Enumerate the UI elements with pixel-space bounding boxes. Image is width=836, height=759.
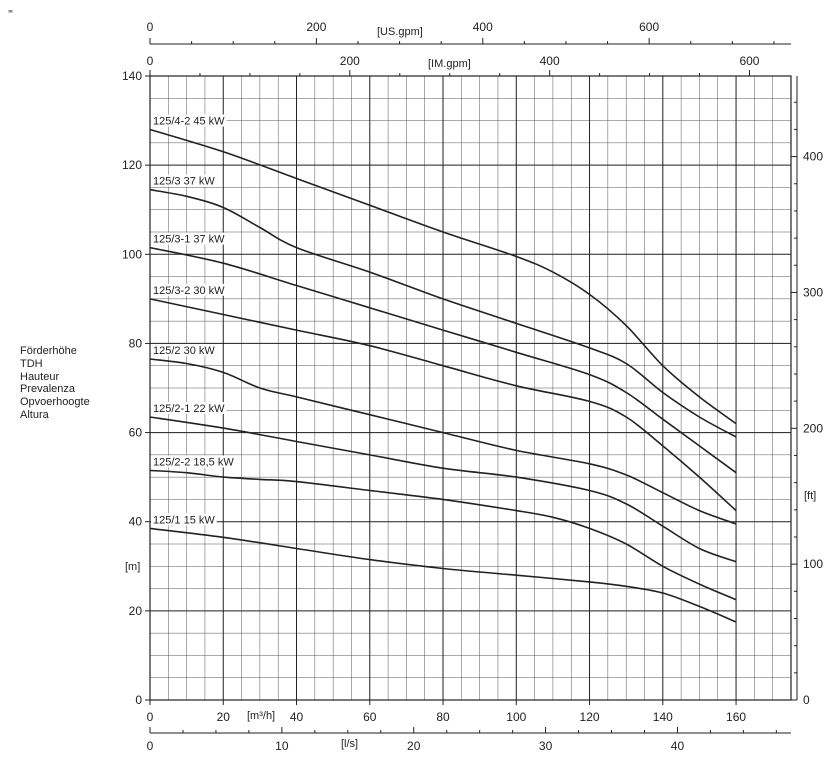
- tick-label-m: 140: [122, 69, 142, 83]
- tick-label-m: 60: [129, 426, 143, 440]
- tick-label-im-gpm: 400: [540, 54, 560, 68]
- tick-label-im-gpm: 600: [739, 54, 759, 68]
- pump-curves: 125/4-2 45 kW 125/3 37 kW 125/3-1 37 kW 125…: [149, 114, 737, 623]
- curve-label: 125/2-2 18,5 kW: [153, 456, 234, 468]
- head-label-fr: Hauteur: [20, 370, 60, 383]
- curve-label: 125/3 37 kW: [153, 176, 215, 188]
- tick-label-im-gpm: 200: [340, 54, 360, 68]
- tick-label-ft: 0: [803, 693, 810, 707]
- tick-label-m3h: 60: [363, 710, 377, 724]
- pump-curve: [149, 416, 737, 563]
- pump-curve: [149, 128, 737, 425]
- curve-label-bg: [151, 283, 227, 296]
- tick-label-ls: 0: [147, 739, 154, 753]
- grid-minor: [149, 75, 792, 701]
- unit-ft: [ft]: [804, 490, 816, 502]
- unit-us-gpm: [US.gpm]: [377, 26, 423, 38]
- tick-label-m3h: 160: [726, 710, 746, 724]
- tick-label-us-gpm: 0: [147, 20, 154, 34]
- unit-m3h: [m³/h]: [247, 710, 275, 722]
- curve-label-bg: [151, 232, 227, 245]
- tick-label-ls: 40: [671, 739, 685, 753]
- tick-label-im-gpm: 0: [147, 54, 154, 68]
- tick-label-ft: 300: [803, 285, 823, 299]
- tick-label-m3h: 80: [436, 710, 450, 724]
- unit-m: [m]: [125, 561, 140, 573]
- curve-label: 125/3-1 37 kW: [153, 234, 225, 246]
- tick-label-m3h: 100: [506, 710, 526, 724]
- unit-im-gpm: [IM.gpm]: [428, 58, 471, 70]
- tick-label-m3h: 0: [147, 710, 154, 724]
- plot-frame: [149, 75, 792, 701]
- tick-label-m: 0: [135, 693, 142, 707]
- tick-label-ft: 200: [803, 421, 823, 435]
- curve-label: 125/1 15 kW: [153, 514, 215, 526]
- head-label-de: Förderhöhe: [20, 345, 77, 357]
- curve-label: 125/2-1 22 kW: [153, 403, 225, 415]
- curve-label-bg: [151, 174, 217, 187]
- tick-label-us-gpm: 200: [306, 20, 326, 34]
- logo-mark: ₓₓₓₓ: [8, 8, 13, 14]
- head-label-it: Prevalenza: [20, 383, 76, 396]
- curve-label: 125/4-2 45 kW: [153, 115, 225, 127]
- pump-curve: [149, 246, 737, 474]
- tick-label-m3h: 120: [580, 710, 600, 724]
- pump-curve: [149, 358, 737, 525]
- tick-label-us-gpm: 600: [639, 20, 659, 34]
- tick-label-m: 20: [129, 604, 143, 618]
- head-label-en: TDH: [20, 357, 43, 370]
- pump-curve: [149, 527, 737, 623]
- tick-label-m3h: 20: [217, 710, 231, 724]
- tick-label-m3h: 40: [290, 710, 304, 724]
- tick-label-ft: 100: [803, 557, 823, 571]
- curve-label-bg: [151, 344, 217, 357]
- tick-label-m3h: 140: [653, 710, 673, 724]
- pump-curve: [149, 298, 737, 512]
- curve-label-bg: [151, 513, 217, 526]
- curve-label-bg: [151, 455, 236, 468]
- tick-label-ls: 10: [275, 739, 289, 753]
- pump-curve: [149, 188, 737, 438]
- tick-label-ls: 20: [407, 739, 421, 753]
- tick-label-m: 40: [129, 515, 143, 529]
- tick-label-ls: 30: [539, 739, 553, 753]
- curve-label-bg: [151, 114, 227, 127]
- axes: [145, 38, 798, 734]
- tick-label-m: 80: [129, 336, 143, 350]
- head-axis-title: Förderhöhe TDH Hauteur Prevalenza Opvoer…: [20, 345, 90, 422]
- curve-label: 125/2 30 kW: [153, 345, 215, 357]
- head-label-es: Altura: [20, 408, 49, 421]
- curve-label-bg: [151, 401, 227, 414]
- head-label-nl: Opvoerhoogte: [20, 396, 90, 409]
- unit-ls: [l/s]: [341, 738, 358, 750]
- pump-curve: [149, 469, 737, 601]
- tick-label-m: 100: [122, 247, 142, 261]
- tick-label-m: 120: [122, 158, 142, 172]
- tick-label-us-gpm: 400: [473, 20, 493, 34]
- unit-labels: [US.gpm] [IM.gpm] [m³/h] [l/s] [m] [ft]: [125, 26, 816, 750]
- tick-label-ft: 400: [803, 150, 823, 164]
- curve-label: 125/3-2 30 kW: [153, 285, 225, 297]
